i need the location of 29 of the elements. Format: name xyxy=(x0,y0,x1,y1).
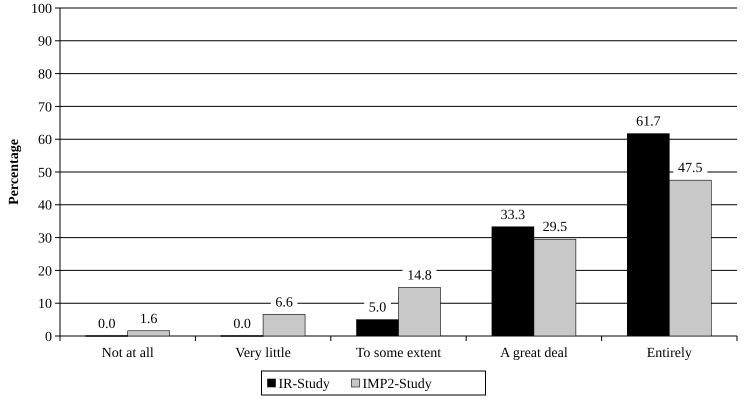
y-tick-label: 70 xyxy=(38,100,52,116)
data-label: 0.0 xyxy=(233,317,251,332)
data-label: 6.6 xyxy=(275,295,293,310)
x-tick-label: Very little xyxy=(235,346,291,361)
y-tick-label: 90 xyxy=(38,34,52,50)
data-label: 61.7 xyxy=(636,114,661,130)
legend-label: IMP2-Study xyxy=(362,376,432,392)
y-tick-label: 50 xyxy=(38,166,52,181)
data-label: 0.0 xyxy=(98,317,116,332)
y-tick-label: 100 xyxy=(31,2,52,17)
x-tick-label: Not at all xyxy=(102,346,154,361)
legend-label: IR-Study xyxy=(278,376,330,392)
y-tick-label: 80 xyxy=(38,68,52,82)
data-label: 47.5 xyxy=(678,161,703,176)
x-tick-label: To some extent xyxy=(356,346,442,361)
y-axis-title: Percentage xyxy=(7,139,22,205)
data-label: 33.3 xyxy=(500,208,526,223)
x-tick-label: Entirely xyxy=(646,346,692,361)
y-tick-label: 30 xyxy=(38,232,52,246)
y-tick-label: 20 xyxy=(38,264,52,280)
x-tick-label: A great deal xyxy=(500,346,568,361)
data-label: 1.6 xyxy=(140,312,158,327)
data-label: 29.5 xyxy=(542,220,568,236)
y-tick-label: 10 xyxy=(38,297,52,312)
y-tick-label: 0 xyxy=(45,330,52,345)
data-label: 14.8 xyxy=(407,268,432,284)
data-label: 5.0 xyxy=(368,300,386,316)
y-tick-label: 60 xyxy=(38,133,52,148)
y-tick-label: 40 xyxy=(38,198,52,214)
